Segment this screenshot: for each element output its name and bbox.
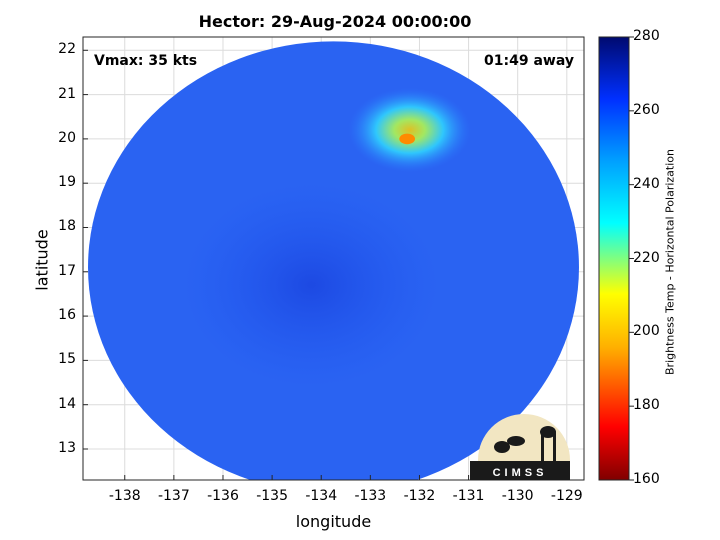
cold-cloud-cluster — [348, 87, 472, 173]
y-tick-label: 20 — [58, 129, 76, 146]
x-tick-label: -129 — [550, 488, 583, 504]
x-tick-label: -132 — [403, 488, 436, 504]
colorbar-tick-label: 220 — [633, 249, 660, 266]
vmax-label: Vmax: 35 kts — [94, 53, 198, 69]
x-tick-label: -130 — [501, 488, 534, 504]
x-axis-label: longitude — [295, 512, 372, 531]
chart-title: Hector: 29-Aug-2024 00:00:00 — [198, 12, 472, 31]
axes-frame — [82, 36, 585, 481]
y-tick-label: 21 — [58, 85, 76, 102]
colorbar-ticks — [629, 36, 634, 481]
logo-text: CIMSS — [493, 467, 548, 479]
brightness-temp-swath — [88, 41, 579, 480]
y-tick-label: 22 — [58, 41, 76, 58]
colorbar-tick-label: 260 — [633, 101, 660, 118]
y-tick-label: 16 — [58, 307, 76, 324]
x-tick-label: -137 — [157, 488, 190, 504]
x-tick-label: -136 — [207, 488, 239, 504]
y-tick-label: 14 — [58, 395, 76, 412]
colorbar-tick-label: 200 — [633, 323, 660, 340]
x-tick-label: -131 — [452, 488, 485, 504]
y-tick-label: 13 — [58, 439, 76, 456]
colorbar-tick-label: 180 — [633, 397, 660, 414]
x-tick-label: -134 — [305, 488, 338, 504]
warm-band — [183, 183, 440, 387]
x-tick-label: -138 — [108, 488, 141, 504]
colorbar-tick-label: 160 — [633, 471, 660, 487]
x-tick-label: -133 — [354, 488, 387, 504]
colorbar — [598, 36, 630, 481]
y-axis-label: latitude — [32, 229, 52, 291]
cimss-logo: CIMSS — [470, 414, 570, 480]
colorbar-tick-label: 280 — [633, 28, 660, 44]
time-away-label: 01:49 away — [484, 53, 574, 69]
y-tick-label: 15 — [58, 351, 76, 368]
y-tick-label: 17 — [58, 262, 76, 279]
coldest-core — [399, 133, 416, 145]
x-tick-label: -135 — [256, 488, 288, 504]
colorbar-label: Brightness Temp - Horizontal Polarizatio… — [663, 149, 677, 375]
colorbar-tick-label: 240 — [633, 175, 660, 192]
y-axis-ticks — [83, 49, 88, 450]
y-tick-label: 19 — [58, 174, 76, 191]
y-tick-label: 18 — [58, 218, 76, 235]
